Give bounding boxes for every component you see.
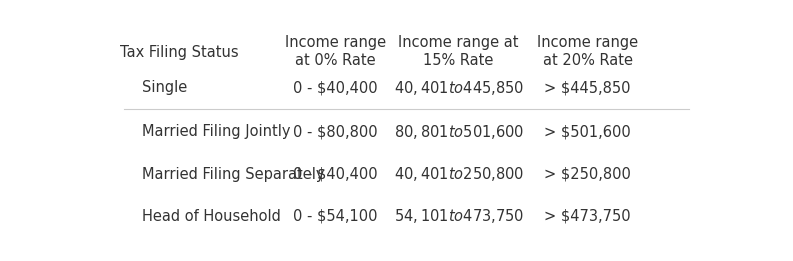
Text: 0 - $80,800: 0 - $80,800 [293, 124, 378, 139]
Text: > $250,800: > $250,800 [544, 167, 631, 181]
Text: Single: Single [142, 80, 187, 95]
Text: > $473,750: > $473,750 [545, 209, 631, 224]
Text: 0 - $40,400: 0 - $40,400 [293, 80, 378, 95]
Text: $54,101 to $473,750: $54,101 to $473,750 [393, 207, 524, 225]
Text: Head of Household: Head of Household [142, 209, 281, 224]
Text: Income range at
15% Rate: Income range at 15% Rate [398, 35, 519, 68]
Text: Tax Filing Status: Tax Filing Status [120, 45, 239, 60]
Text: > $445,850: > $445,850 [545, 80, 631, 95]
Text: 0 - $54,100: 0 - $54,100 [293, 209, 378, 224]
Text: > $501,600: > $501,600 [544, 124, 631, 139]
Text: $40,401 to $445,850: $40,401 to $445,850 [393, 79, 524, 97]
Text: Income range
at 20% Rate: Income range at 20% Rate [537, 35, 638, 68]
Text: $40,401 to $250,800: $40,401 to $250,800 [393, 165, 524, 183]
Text: $80,801 to $501,600: $80,801 to $501,600 [393, 123, 524, 141]
Text: Income range
at 0% Rate: Income range at 0% Rate [285, 35, 386, 68]
Text: Married Filing Separately: Married Filing Separately [142, 167, 324, 181]
Text: Married Filing Jointly: Married Filing Jointly [142, 124, 291, 139]
Text: 0 - $40,400: 0 - $40,400 [293, 167, 378, 181]
